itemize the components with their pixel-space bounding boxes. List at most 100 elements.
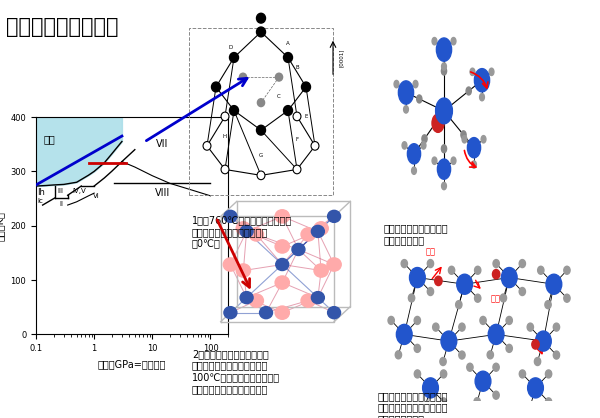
Circle shape xyxy=(532,340,539,349)
Circle shape xyxy=(527,323,533,331)
Circle shape xyxy=(475,266,481,274)
Circle shape xyxy=(427,260,434,268)
Text: B: B xyxy=(295,65,299,70)
Circle shape xyxy=(414,344,421,352)
Circle shape xyxy=(506,316,512,324)
Text: II: II xyxy=(59,201,63,207)
Circle shape xyxy=(293,112,301,121)
Circle shape xyxy=(489,68,494,76)
Circle shape xyxy=(409,268,425,288)
Circle shape xyxy=(328,307,341,319)
Text: 氷の相図と結晶構造: 氷の相図と結晶構造 xyxy=(6,17,119,37)
Y-axis label: 温度（K）: 温度（K） xyxy=(0,211,5,241)
Circle shape xyxy=(455,301,462,308)
Circle shape xyxy=(249,294,263,307)
Text: A: A xyxy=(286,41,290,46)
Circle shape xyxy=(535,357,541,365)
Text: 液相: 液相 xyxy=(44,134,55,144)
Circle shape xyxy=(260,307,272,319)
Circle shape xyxy=(416,95,422,103)
Circle shape xyxy=(434,276,442,285)
Circle shape xyxy=(275,306,289,319)
Circle shape xyxy=(409,294,415,302)
Circle shape xyxy=(284,53,293,62)
Circle shape xyxy=(451,157,456,164)
Circle shape xyxy=(457,274,473,294)
Circle shape xyxy=(257,99,265,107)
Circle shape xyxy=(394,80,399,88)
Circle shape xyxy=(229,53,239,62)
Circle shape xyxy=(437,159,451,179)
Circle shape xyxy=(442,63,446,70)
Circle shape xyxy=(292,243,305,255)
Circle shape xyxy=(427,288,434,296)
Circle shape xyxy=(314,222,328,235)
Circle shape xyxy=(527,378,544,398)
Circle shape xyxy=(493,270,500,279)
Circle shape xyxy=(441,331,457,351)
Circle shape xyxy=(314,264,328,277)
Circle shape xyxy=(257,27,265,37)
Circle shape xyxy=(475,69,490,92)
Circle shape xyxy=(442,67,446,75)
Text: Ih: Ih xyxy=(37,188,44,196)
Circle shape xyxy=(553,351,560,359)
Circle shape xyxy=(404,106,409,113)
Circle shape xyxy=(536,331,551,351)
Circle shape xyxy=(448,266,455,274)
Circle shape xyxy=(301,228,315,241)
Circle shape xyxy=(519,288,526,296)
Text: D: D xyxy=(228,45,233,50)
Text: VI: VI xyxy=(93,193,100,199)
Text: VII: VII xyxy=(157,139,169,149)
Circle shape xyxy=(466,87,472,95)
Circle shape xyxy=(293,165,301,174)
Text: 回転: 回転 xyxy=(491,294,501,303)
Circle shape xyxy=(564,266,570,274)
Circle shape xyxy=(388,316,394,324)
Circle shape xyxy=(414,370,421,378)
Circle shape xyxy=(461,131,466,139)
Circle shape xyxy=(442,145,446,153)
Circle shape xyxy=(488,324,504,344)
Circle shape xyxy=(275,73,283,81)
Circle shape xyxy=(433,323,439,331)
Text: III: III xyxy=(57,188,63,194)
Circle shape xyxy=(481,135,486,143)
Circle shape xyxy=(395,351,401,359)
Circle shape xyxy=(276,258,289,270)
Circle shape xyxy=(203,142,211,150)
Circle shape xyxy=(462,135,467,143)
Circle shape xyxy=(240,292,253,303)
Circle shape xyxy=(401,260,407,268)
Circle shape xyxy=(475,294,481,302)
Text: 隙間を利用した水分子の
拡散が支配的。: 隙間を利用した水分子の 拡散が支配的。 xyxy=(384,224,449,245)
Circle shape xyxy=(502,268,517,288)
Text: VIII: VIII xyxy=(155,188,170,198)
Circle shape xyxy=(459,323,465,331)
Text: E: E xyxy=(304,114,308,119)
Circle shape xyxy=(301,294,315,307)
Bar xyxy=(189,28,333,195)
Circle shape xyxy=(422,135,427,143)
Circle shape xyxy=(545,301,551,308)
Circle shape xyxy=(440,398,447,406)
Circle shape xyxy=(302,82,311,92)
Text: 1気地760℃以下で現れる氷は隙
間だらけの構造を持つ。融点
は0℃。: 1気地760℃以下で現れる氷は隙 間だらけの構造を持つ。融点 は0℃。 xyxy=(192,215,292,248)
Circle shape xyxy=(519,260,526,268)
Circle shape xyxy=(311,292,325,303)
X-axis label: 圧力（GPa=万気圧）: 圧力（GPa=万気圧） xyxy=(98,359,166,369)
Circle shape xyxy=(479,94,484,101)
Circle shape xyxy=(236,264,250,277)
Circle shape xyxy=(257,171,265,180)
Text: C: C xyxy=(277,94,281,99)
Circle shape xyxy=(493,363,499,371)
Circle shape xyxy=(224,210,237,222)
Circle shape xyxy=(527,404,533,412)
Circle shape xyxy=(249,228,263,241)
Circle shape xyxy=(413,80,418,88)
Text: F: F xyxy=(295,138,299,143)
Circle shape xyxy=(440,370,447,378)
Circle shape xyxy=(224,307,237,319)
Circle shape xyxy=(545,370,552,378)
